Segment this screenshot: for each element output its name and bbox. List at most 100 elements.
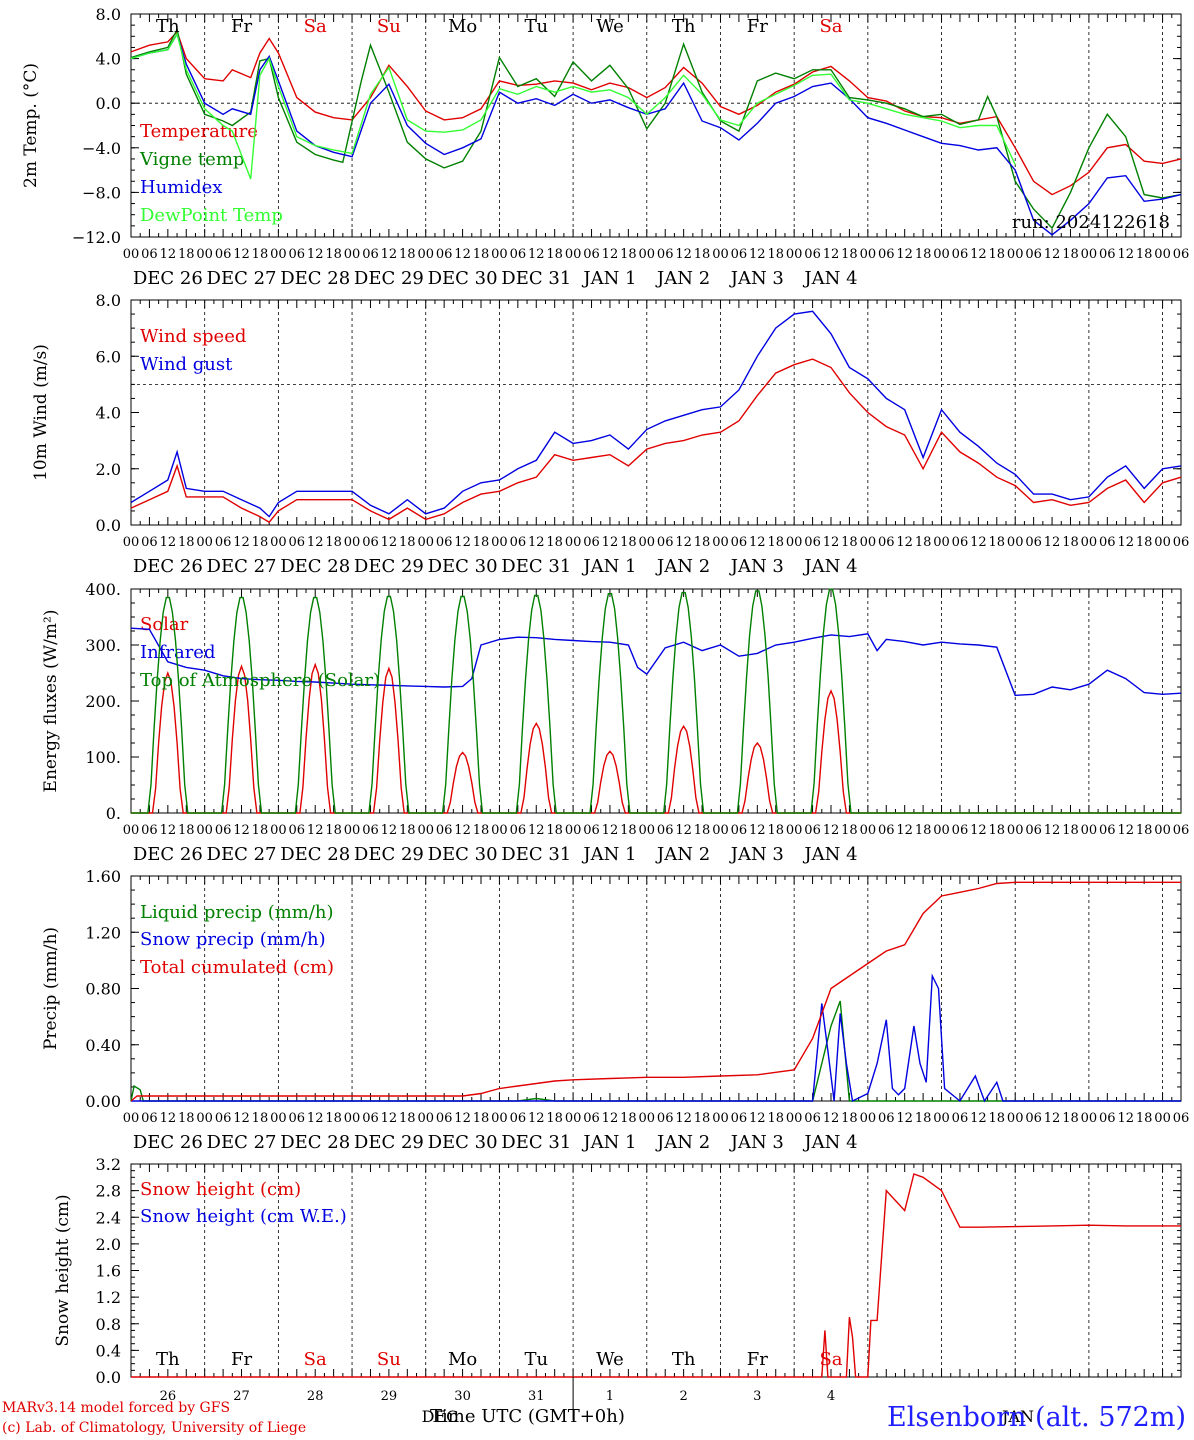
day-name: Fr (231, 16, 252, 37)
hour-tick-label: 18 (694, 535, 711, 550)
series-line-4 (130, 32, 1016, 180)
legend-entry: Infrared (140, 642, 215, 663)
date-label: DEC 31 (501, 268, 571, 289)
hour-tick-label: 00 (639, 535, 656, 550)
hour-tick-label: 06 (731, 247, 748, 262)
y-tick-label: −4.0 (82, 139, 121, 158)
y-tick-label: 2.4 (96, 1208, 121, 1227)
y-tick-label: 6.0 (96, 347, 121, 366)
hour-tick-label: 18 (399, 823, 416, 838)
hour-tick-label: 00 (196, 1111, 213, 1126)
hour-tick-label: 00 (1081, 247, 1098, 262)
date-label: JAN 2 (655, 844, 710, 865)
date-label: DEC 26 (133, 268, 203, 289)
hour-tick-label: 06 (1173, 823, 1190, 838)
hour-tick-label: 12 (1117, 247, 1134, 262)
hour-tick-label: 00 (639, 823, 656, 838)
hour-tick-label: 12 (381, 247, 398, 262)
hour-tick-label: 06 (657, 535, 674, 550)
y-tick-label: −8.0 (82, 183, 121, 202)
hour-tick-label: 06 (731, 535, 748, 550)
hour-tick-label: 06 (289, 535, 306, 550)
hour-tick-label: 00 (417, 247, 434, 262)
hour-tick-label: 00 (270, 247, 287, 262)
series-line-2 (131, 973, 1181, 1103)
hour-tick-label: 12 (896, 823, 913, 838)
date-label: DEC 26 (133, 556, 203, 577)
hour-tick-label: 18 (178, 535, 195, 550)
y-tick-label: 2.0 (96, 1235, 121, 1254)
hour-tick-label: 18 (989, 247, 1006, 262)
hour-tick-label: 18 (767, 535, 784, 550)
legend-entry: Top of Atmosphere (Solar) (140, 670, 380, 691)
hour-tick-label: 00 (123, 535, 140, 550)
hour-tick-label: 12 (602, 1111, 619, 1126)
hour-tick-label: 00 (860, 535, 877, 550)
y-axis-label: Snow height (cm) (53, 1194, 73, 1346)
hour-tick-label: 12 (1044, 1111, 1061, 1126)
day-name: Fr (747, 16, 768, 37)
hour-tick-label: 12 (454, 535, 471, 550)
hour-tick-label: 18 (399, 247, 416, 262)
y-tick-label: 2.0 (96, 460, 121, 479)
hour-tick-label: 00 (786, 1111, 803, 1126)
hour-tick-label: 12 (1044, 535, 1061, 550)
series-line-3 (130, 881, 1181, 1102)
hour-tick-label: 12 (454, 823, 471, 838)
hour-tick-label: 06 (804, 823, 821, 838)
hour-tick-label: 06 (1025, 535, 1042, 550)
date-label: DEC 26 (133, 1132, 203, 1153)
hour-tick-label: 00 (417, 823, 434, 838)
hour-tick-label: 06 (1173, 247, 1190, 262)
y-tick-label: 3.2 (96, 1155, 121, 1174)
hour-tick-label: 00 (933, 1111, 950, 1126)
day-number: 31 (528, 1389, 545, 1404)
hour-tick-label: 12 (749, 247, 766, 262)
y-axis-label: 2m Temp. (°C) (21, 63, 41, 188)
hour-tick-label: 12 (675, 823, 692, 838)
hour-tick-label: 06 (510, 1111, 527, 1126)
legend-entry: Wind gust (140, 354, 233, 375)
date-label: JAN 1 (581, 556, 636, 577)
hour-tick-label: 00 (270, 535, 287, 550)
day-name-bottom: Th (672, 1349, 696, 1370)
hour-tick-label: 12 (675, 247, 692, 262)
day-number: 28 (307, 1389, 324, 1404)
y-tick-label: 0.00 (85, 1092, 121, 1111)
hour-tick-label: 12 (1117, 535, 1134, 550)
date-label: DEC 30 (428, 844, 498, 865)
panel-frame (130, 299, 1182, 526)
date-label: DEC 31 (501, 1132, 571, 1153)
legend-entry: DewPoint Temp (140, 205, 283, 226)
hour-tick-label: 06 (362, 823, 379, 838)
hour-tick-label: 06 (583, 535, 600, 550)
day-number: 3 (753, 1389, 761, 1404)
hour-tick-label: 12 (528, 535, 545, 550)
hour-tick-label: 18 (841, 535, 858, 550)
hour-tick-label: 00 (1154, 535, 1171, 550)
date-label: JAN 3 (729, 556, 784, 577)
hour-tick-label: 12 (970, 1111, 987, 1126)
hour-tick-label: 06 (1099, 1111, 1116, 1126)
hour-tick-label: 18 (620, 1111, 637, 1126)
hour-tick-label: 06 (362, 535, 379, 550)
hour-tick-label: 06 (804, 535, 821, 550)
hour-tick-label: 06 (731, 1111, 748, 1126)
hour-tick-label: 00 (933, 823, 950, 838)
hour-tick-label: 18 (325, 247, 342, 262)
hour-tick-label: 18 (694, 823, 711, 838)
hour-tick-label: 18 (694, 247, 711, 262)
hour-tick-label: 18 (473, 1111, 490, 1126)
month-label-right: JAN (1000, 1407, 1034, 1426)
date-label: JAN 4 (802, 1132, 857, 1153)
hour-tick-label: 00 (344, 247, 361, 262)
day-name: Sa (819, 16, 842, 37)
hour-tick-label: 06 (878, 535, 895, 550)
hour-tick-label: 12 (1044, 823, 1061, 838)
hour-tick-label: 06 (657, 823, 674, 838)
hour-tick-label: 00 (123, 1111, 140, 1126)
hour-tick-label: 06 (289, 247, 306, 262)
hour-tick-label: 18 (473, 535, 490, 550)
hour-tick-label: 12 (454, 247, 471, 262)
day-number: 4 (827, 1389, 835, 1404)
